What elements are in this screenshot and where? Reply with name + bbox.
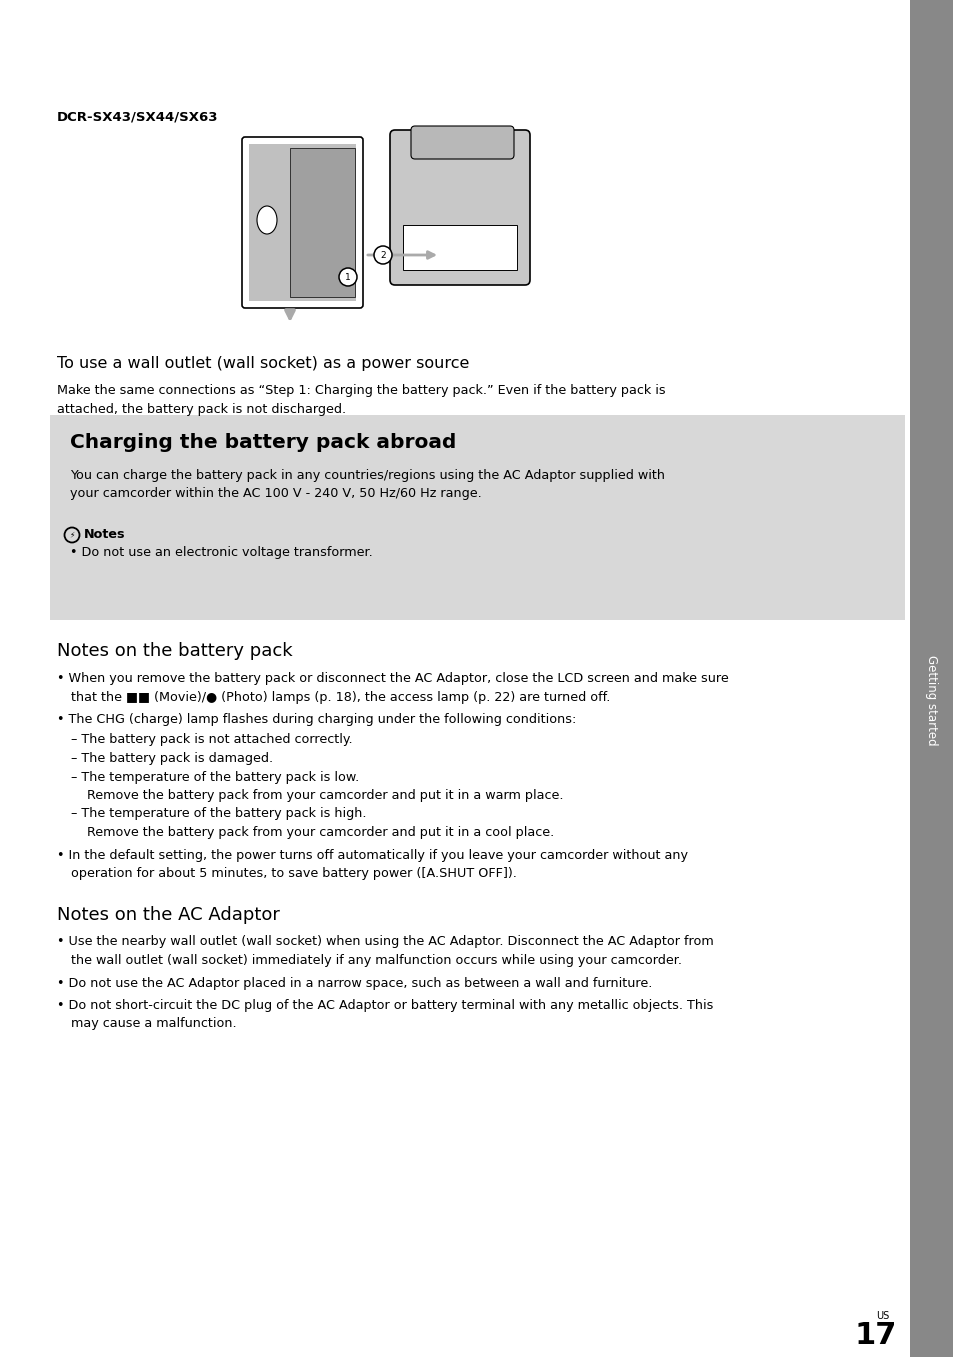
Text: the wall outlet (wall socket) immediately if any malfunction occurs while using : the wall outlet (wall socket) immediatel… [71, 954, 681, 968]
FancyBboxPatch shape [242, 137, 363, 308]
Text: • Do not use the AC Adaptor placed in a narrow space, such as between a wall and: • Do not use the AC Adaptor placed in a … [57, 977, 652, 989]
Text: • The CHG (charge) lamp flashes during charging under the following conditions:: • The CHG (charge) lamp flashes during c… [57, 712, 576, 726]
FancyBboxPatch shape [249, 144, 355, 301]
Text: • In the default setting, the power turns off automatically if you leave your ca: • In the default setting, the power turn… [57, 848, 687, 862]
Text: operation for about 5 minutes, to save battery power ([A.SHUT OFF]).: operation for about 5 minutes, to save b… [71, 867, 517, 879]
Text: – The temperature of the battery pack is low.: – The temperature of the battery pack is… [71, 771, 359, 783]
Text: You can charge the battery pack in any countries/regions using the AC Adaptor su: You can charge the battery pack in any c… [70, 470, 664, 482]
Circle shape [338, 267, 356, 286]
FancyBboxPatch shape [402, 225, 517, 270]
Text: – The battery pack is not attached correctly.: – The battery pack is not attached corre… [71, 734, 353, 746]
Text: Make the same connections as “Step 1: Charging the battery pack.” Even if the ba: Make the same connections as “Step 1: Ch… [57, 384, 665, 398]
Text: To use a wall outlet (wall socket) as a power source: To use a wall outlet (wall socket) as a … [57, 356, 469, 370]
Text: may cause a malfunction.: may cause a malfunction. [71, 1018, 236, 1030]
Text: • Do not short-circuit the DC plug of the AC Adaptor or battery terminal with an: • Do not short-circuit the DC plug of th… [57, 999, 713, 1012]
FancyBboxPatch shape [57, 119, 896, 335]
Text: – The battery pack is damaged.: – The battery pack is damaged. [71, 752, 273, 765]
Text: • Do not use an electronic voltage transformer.: • Do not use an electronic voltage trans… [70, 546, 373, 559]
Text: Getting started: Getting started [924, 654, 938, 745]
Text: US: US [875, 1311, 888, 1320]
Text: Charging the battery pack abroad: Charging the battery pack abroad [70, 433, 456, 452]
FancyBboxPatch shape [50, 415, 904, 620]
Text: your camcorder within the AC 100 V - 240 V, 50 Hz/60 Hz range.: your camcorder within the AC 100 V - 240… [70, 487, 481, 501]
Ellipse shape [256, 206, 276, 233]
Text: • When you remove the battery pack or disconnect the AC Adaptor, close the LCD s: • When you remove the battery pack or di… [57, 672, 728, 685]
Circle shape [374, 246, 392, 265]
Text: that the ■■ (Movie)/● (Photo) lamps (p. 18), the access lamp (p. 22) are turned : that the ■■ (Movie)/● (Photo) lamps (p. … [71, 691, 610, 703]
Text: Notes: Notes [84, 528, 126, 541]
Text: Remove the battery pack from your camcorder and put it in a warm place.: Remove the battery pack from your camcor… [71, 788, 563, 802]
Text: 1: 1 [345, 273, 351, 281]
Text: attached, the battery pack is not discharged.: attached, the battery pack is not discha… [57, 403, 346, 415]
Text: 2: 2 [380, 251, 385, 259]
Text: ⚡: ⚡ [70, 531, 74, 540]
Text: Notes on the AC Adaptor: Notes on the AC Adaptor [57, 905, 279, 924]
Text: 17: 17 [854, 1320, 897, 1350]
FancyBboxPatch shape [411, 126, 514, 159]
FancyBboxPatch shape [390, 130, 530, 285]
Text: Notes on the battery pack: Notes on the battery pack [57, 642, 293, 660]
Text: – The temperature of the battery pack is high.: – The temperature of the battery pack is… [71, 807, 366, 821]
FancyBboxPatch shape [290, 148, 355, 297]
FancyBboxPatch shape [909, 0, 953, 1357]
Text: Remove the battery pack from your camcorder and put it in a cool place.: Remove the battery pack from your camcor… [71, 826, 554, 839]
Text: • Use the nearby wall outlet (wall socket) when using the AC Adaptor. Disconnect: • Use the nearby wall outlet (wall socke… [57, 935, 713, 949]
Text: DCR-SX43/SX44/SX63: DCR-SX43/SX44/SX63 [57, 110, 218, 123]
